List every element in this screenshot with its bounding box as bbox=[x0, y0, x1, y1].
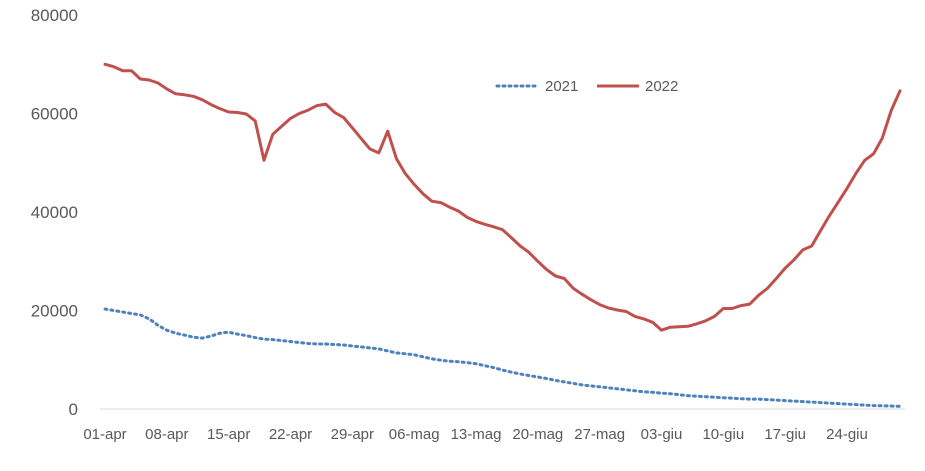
series-line-2022 bbox=[103, 62, 902, 332]
series-line-2021 bbox=[103, 307, 902, 408]
x-tick-label: 17-giu bbox=[764, 426, 806, 443]
y-tick-label: 80000 bbox=[31, 6, 78, 25]
y-tick-label: 40000 bbox=[31, 203, 78, 222]
x-tick-label: 22-apr bbox=[269, 426, 312, 443]
x-tick-label: 08-apr bbox=[145, 426, 188, 443]
series-layer bbox=[103, 62, 902, 408]
x-tick-label: 10-giu bbox=[702, 426, 744, 443]
x-tick-label: 27-mag bbox=[574, 426, 625, 443]
y-axis: 0 20000 40000 60000 80000 bbox=[31, 6, 78, 419]
x-tick-label: 24-giu bbox=[826, 426, 868, 443]
x-tick-label: 06-mag bbox=[389, 426, 440, 443]
x-tick-label: 15-apr bbox=[207, 426, 250, 443]
x-tick-label: 20-mag bbox=[512, 426, 563, 443]
x-tick-label: 03-giu bbox=[641, 426, 683, 443]
legend-label-2022: 2022 bbox=[645, 78, 678, 95]
y-tick-label: 60000 bbox=[31, 105, 78, 124]
legend-label-2021: 2021 bbox=[545, 78, 578, 95]
x-tick-label: 01-apr bbox=[83, 426, 126, 443]
x-tick-label: 29-apr bbox=[331, 426, 374, 443]
legend: 2021 2022 bbox=[495, 78, 678, 95]
x-axis: 01-apr 08-apr 15-apr 22-apr 29-apr 06-mag 13-m… bbox=[83, 408, 905, 443]
y-tick-label: 0 bbox=[69, 400, 78, 419]
x-tick-label: 13-mag bbox=[451, 426, 502, 443]
y-tick-label: 20000 bbox=[31, 302, 78, 321]
